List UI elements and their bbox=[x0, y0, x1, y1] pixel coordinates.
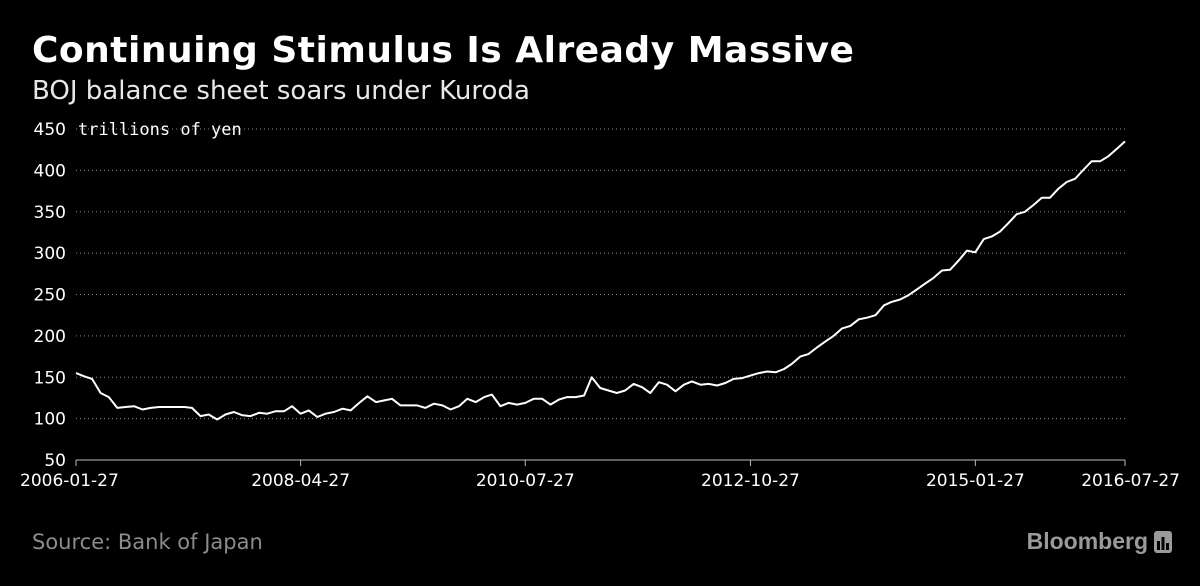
bar-chart-icon bbox=[1154, 530, 1172, 553]
x-tick-label: 2008-04-27 bbox=[251, 471, 350, 491]
y-tick-label: 50 bbox=[44, 451, 66, 471]
y-tick-label: 400 bbox=[34, 161, 66, 181]
y-tick-label: 450 bbox=[34, 120, 66, 140]
plot-area bbox=[75, 140, 1126, 421]
y-tick-label: 100 bbox=[34, 410, 66, 430]
y-tick-label: 250 bbox=[34, 286, 66, 306]
brand-logo: Bloomberg bbox=[1027, 528, 1172, 555]
y-tick-label: 350 bbox=[34, 203, 66, 223]
chart-subtitle: BOJ balance sheet soars under Kuroda bbox=[32, 76, 530, 106]
x-tick-label: 2012-10-27 bbox=[701, 471, 800, 491]
y-axis-unit-label: trillions of yen bbox=[78, 120, 242, 140]
x-tick-label: 2010-07-27 bbox=[476, 471, 575, 491]
x-tick-label: 2015-01-27 bbox=[926, 471, 1025, 491]
y-tick-label: 300 bbox=[34, 244, 66, 264]
source-note: Source: Bank of Japan bbox=[32, 530, 263, 554]
series-line bbox=[75, 140, 1126, 421]
y-axis: 50 100 150 200 250 300 350 400 450 bbox=[34, 120, 66, 471]
x-tick-label: 2016-07-27 bbox=[1081, 471, 1180, 491]
gridlines bbox=[76, 128, 1125, 420]
y-tick-label: 200 bbox=[34, 327, 66, 347]
x-axis: 2006-01-27 2008-04-27 2010-07-27 2012-10-27… bbox=[20, 459, 1180, 491]
brand-name: Bloomberg bbox=[1026, 528, 1148, 554]
chart-title: Continuing Stimulus Is Already Massive bbox=[32, 30, 855, 71]
x-tick-label: 2006-01-27 bbox=[20, 471, 119, 491]
y-tick-label: 150 bbox=[34, 368, 66, 388]
